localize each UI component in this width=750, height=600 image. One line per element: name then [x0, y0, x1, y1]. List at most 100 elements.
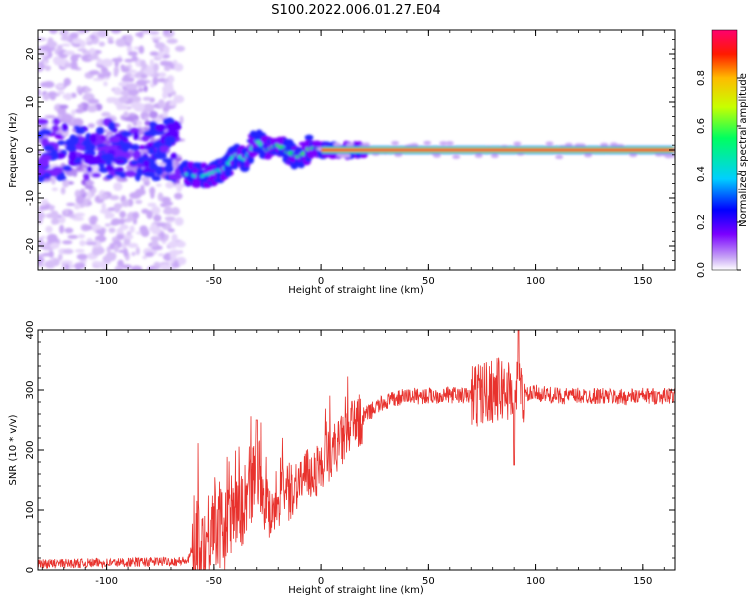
heatmap-cell	[140, 59, 146, 67]
heatmap-cell	[130, 160, 139, 166]
heatmap-cell	[46, 233, 58, 243]
x-tick-label: 150	[633, 576, 652, 587]
heatmap-cell	[155, 183, 162, 187]
heatmap-cell	[59, 104, 69, 110]
heatmap-cell	[160, 231, 165, 240]
heatmap-cell	[154, 123, 167, 132]
heatmap-cell	[171, 233, 178, 243]
heatmap-cell	[165, 159, 173, 169]
heatmap-cell	[75, 144, 86, 151]
heatmap-cell	[117, 259, 124, 268]
heatmap-cell	[41, 252, 54, 257]
heatmap-cell	[140, 228, 150, 237]
heatmap-cell	[100, 153, 115, 161]
heatmap-cell	[64, 227, 74, 234]
heatmap-cell	[127, 88, 139, 96]
heatmap-cell	[545, 141, 554, 146]
heatmap-cell	[109, 195, 120, 201]
heatmap-cell	[59, 30, 70, 37]
heatmap-cell	[124, 58, 134, 63]
heatmap-cell	[106, 71, 112, 77]
heatmap-cell	[153, 63, 159, 72]
heatmap-cell	[103, 81, 108, 87]
heatmap-cell	[128, 112, 136, 116]
heatmap-cell	[179, 217, 184, 226]
heatmap-cell	[304, 134, 314, 141]
spectrogram-ylabel: Frequency (Hz)	[8, 112, 19, 188]
heatmap-cell	[38, 63, 42, 70]
heatmap-cell	[79, 153, 91, 160]
heatmap-cell	[138, 31, 144, 39]
heatmap-cell	[136, 167, 143, 177]
heatmap-cell	[169, 253, 177, 259]
y-tick-label: 20	[25, 48, 36, 61]
heatmap-cell	[157, 253, 165, 257]
heatmap-cell	[85, 241, 97, 245]
heatmap-cell	[64, 208, 69, 216]
heatmap-cell	[113, 244, 119, 253]
heatmap-cell	[158, 99, 165, 109]
heatmap-cell	[68, 151, 77, 162]
heatmap-cell	[163, 66, 171, 72]
heatmap-cell	[62, 165, 72, 171]
heatmap-cell	[82, 138, 92, 148]
x-tick-label: -100	[95, 576, 118, 587]
heatmap-cell	[158, 72, 167, 78]
heatmap-cell	[96, 58, 103, 65]
heatmap-cell	[67, 234, 79, 240]
heatmap-cell	[126, 83, 138, 90]
heatmap-cell	[154, 42, 166, 50]
heatmap-cell	[423, 140, 432, 145]
heatmap-cell	[55, 175, 67, 181]
heatmap-cell	[51, 177, 56, 185]
heatmap-cell	[81, 54, 94, 63]
heatmap-cell	[71, 37, 82, 45]
heatmap-cell	[149, 51, 159, 56]
heatmap-cell	[108, 135, 121, 143]
heatmap-cell	[108, 227, 116, 234]
heatmap-cell	[77, 233, 86, 239]
heatmap-cell	[63, 50, 76, 56]
heatmap-cell	[118, 81, 128, 87]
heatmap-cell	[176, 187, 182, 192]
heatmap-cell	[175, 240, 186, 248]
heatmap-cell	[490, 154, 499, 159]
heatmap-cell	[166, 38, 178, 44]
heatmap-cell	[117, 104, 129, 110]
heatmap-cell	[92, 77, 104, 82]
heatmap-cell	[135, 247, 140, 256]
heatmap-cell	[39, 128, 52, 136]
heatmap-cell	[452, 154, 461, 159]
heatmap-cell	[233, 143, 241, 149]
heatmap-cell	[127, 242, 139, 249]
heatmap-cell	[149, 59, 155, 67]
heatmap-cell	[57, 253, 63, 261]
heatmap-cell	[101, 145, 112, 152]
heatmap-cell	[346, 142, 355, 147]
heatmap-cell	[91, 172, 101, 178]
heatmap-cell	[119, 130, 133, 138]
heatmap-cell	[131, 55, 138, 62]
colorbar-label: Normalized spectral amplitude	[738, 73, 749, 227]
heatmap-cell	[153, 152, 167, 160]
heatmap-cell	[173, 63, 184, 72]
heatmap-cell	[121, 77, 133, 82]
heatmap-cell	[78, 30, 90, 33]
heatmap-cell	[79, 240, 86, 247]
heatmap-cell	[66, 202, 76, 207]
heatmap-cell	[85, 180, 95, 186]
heatmap-cell	[145, 251, 154, 257]
heatmap-cell	[115, 38, 127, 47]
heatmap-cell	[56, 84, 65, 89]
heatmap-cell	[91, 187, 97, 194]
heatmap-cell	[113, 167, 125, 172]
heatmap-cell	[136, 79, 148, 87]
heatmap-cell	[164, 136, 176, 144]
heatmap-cell	[150, 223, 158, 231]
snr-xlabel: Height of straight line (km)	[288, 585, 424, 596]
heatmap-cell	[91, 247, 102, 256]
heatmap-cell	[38, 166, 46, 176]
heatmap-cell	[89, 133, 97, 144]
snr-ylabel: SNR (10 * v/v)	[8, 414, 19, 485]
